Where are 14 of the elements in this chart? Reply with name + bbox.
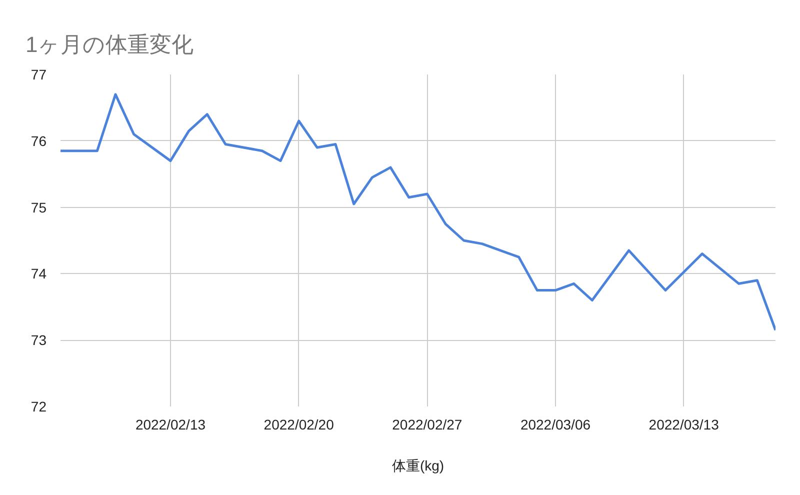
y-tick-label: 77 <box>30 66 47 82</box>
x-axis-title: 体重(kg) <box>392 458 444 474</box>
x-tick-label: 2022/02/13 <box>135 416 206 432</box>
line-series <box>60 93 776 332</box>
x-tick-label: 2022/02/20 <box>264 416 334 432</box>
y-tick-label: 76 <box>30 132 47 149</box>
y-tick-label: 72 <box>30 398 47 414</box>
chart-title: 1ヶ月の体重変化 <box>26 32 194 57</box>
y-tick-label: 74 <box>30 266 47 282</box>
x-tick-label: 2022/03/13 <box>648 416 720 432</box>
x-tick-label: 2022/03/06 <box>520 416 591 432</box>
x-tick-label: 2022/02/27 <box>392 416 462 432</box>
y-tick-label: 73 <box>30 332 47 348</box>
y-tick-label: 75 <box>30 199 47 216</box>
